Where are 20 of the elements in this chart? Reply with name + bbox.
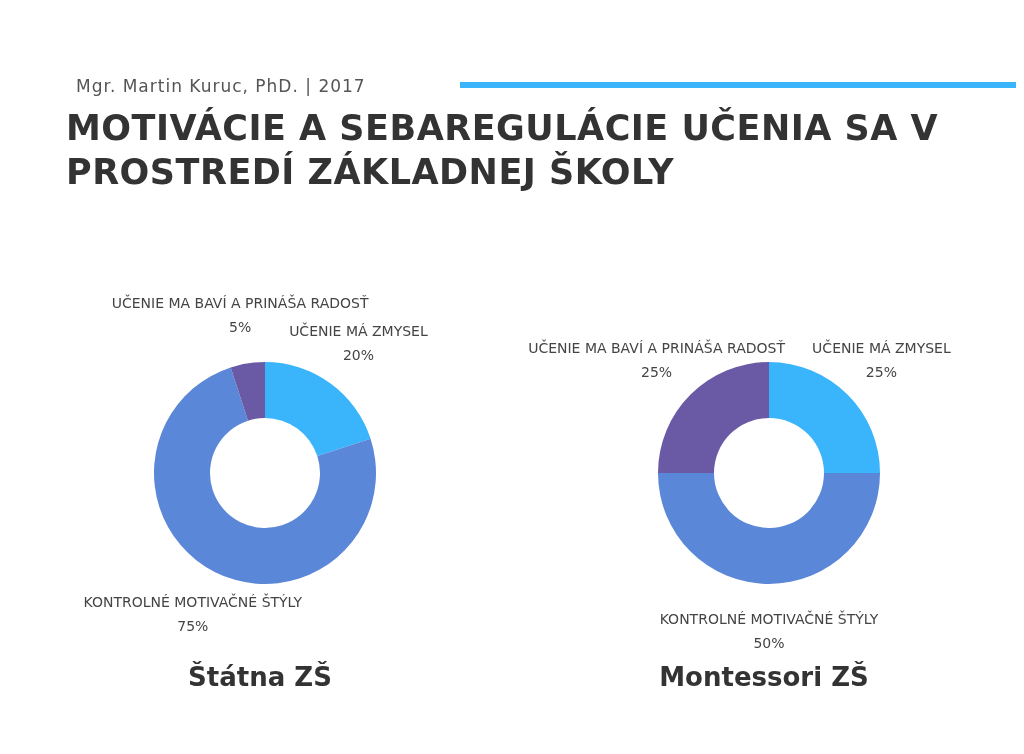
- text: Montessori ZŠ: [658, 662, 870, 692]
- slice-label: KONTROLNÉ MOTIVAČNÉ ŠTÝLY: [659, 610, 879, 627]
- text: Mgr. Martin Kuruc, PhD. | 2017: [76, 76, 366, 96]
- data-label: 25%: [641, 363, 673, 380]
- donut-slice: [658, 473, 880, 584]
- data-label: 75%: [177, 617, 209, 634]
- data-label: 20%: [342, 347, 375, 364]
- text: Štátna ZŠ: [187, 662, 333, 692]
- text: MOTIVÁCIE A SEBAREGULÁCIE UČENIA SA V PROSTREDÍ ZÁKLADNEJ ŠKOLY: [66, 106, 940, 194]
- slice-label: UČENIE MA BAVÍ A PRINÁŠA RADOSŤ: [528, 338, 786, 356]
- donut-slice: [265, 362, 371, 456]
- data-label: 5%: [229, 318, 252, 335]
- slice-label: UČENIE MÁ ZMYSEL: [812, 338, 951, 356]
- slice-label: KONTROLNÉ MOTIVAČNÉ ŠTÝLY: [83, 592, 303, 610]
- donut-slice: [154, 367, 376, 584]
- slice-label: UČENIE MA BAVÍ A PRINÁŠA RADOSŤ: [111, 293, 369, 311]
- data-label: 50%: [753, 635, 785, 651]
- donut-slice: [230, 362, 265, 421]
- slice-label: UČENIE MÁ ZMYSEL: [289, 322, 428, 340]
- data-label: 25%: [865, 363, 897, 380]
